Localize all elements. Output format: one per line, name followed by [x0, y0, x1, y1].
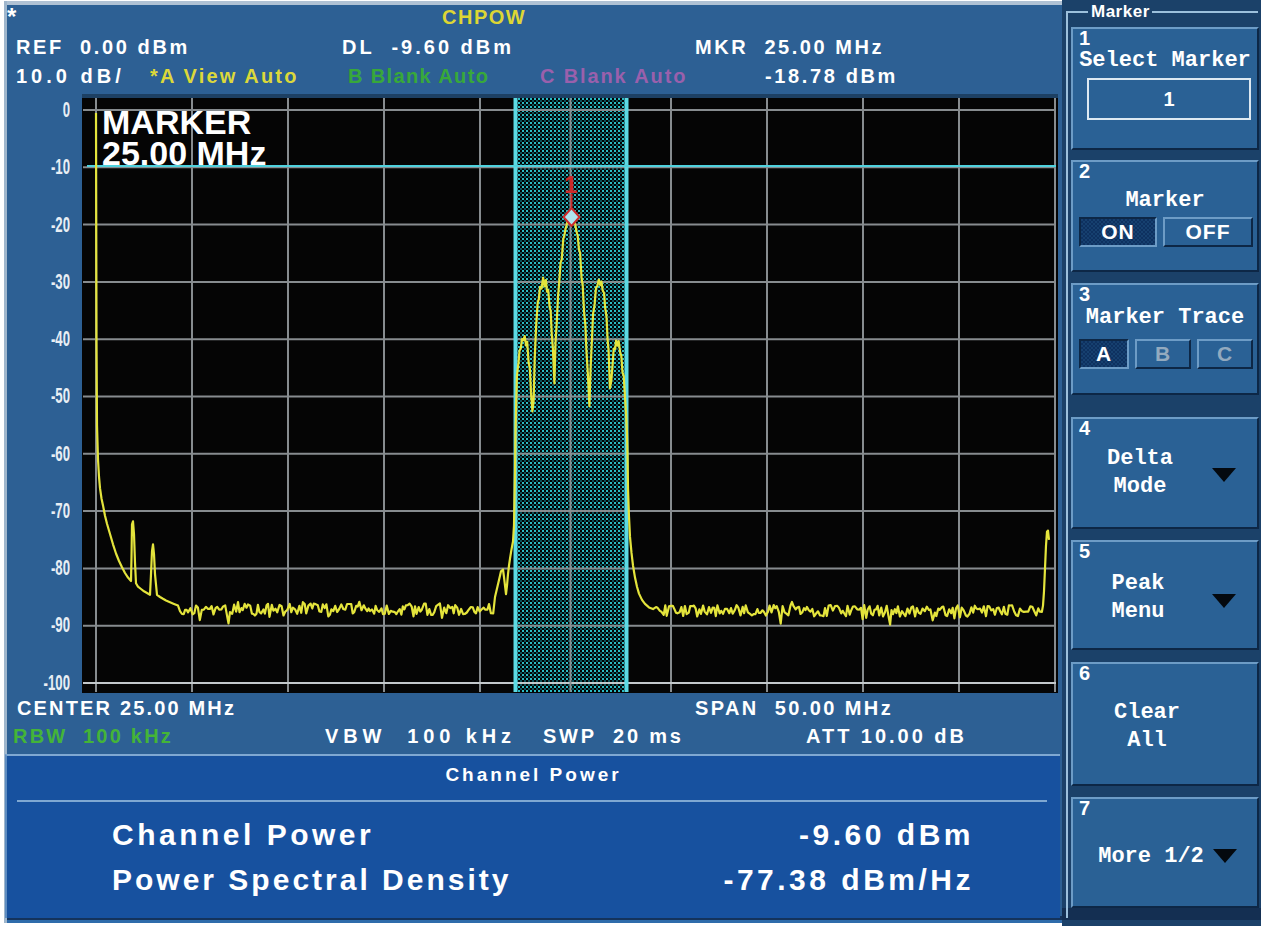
- svg-text:1: 1: [564, 171, 577, 198]
